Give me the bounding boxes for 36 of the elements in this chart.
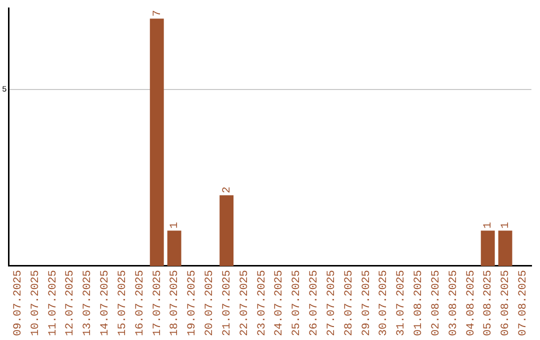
data-label: 2: [221, 186, 234, 194]
data-label: 7: [152, 10, 164, 17]
x-tick-label: 19.07.2025: [186, 270, 199, 336]
x-tick-label: 23.07.2025: [256, 270, 268, 336]
x-tick-label: 16.07.2025: [134, 270, 146, 336]
x-tick-label: 03.08.2025: [448, 270, 460, 336]
x-tick-label: 18.07.2025: [169, 270, 182, 336]
data-label: 1: [169, 222, 182, 229]
x-tick-label: 12.07.2025: [64, 270, 77, 336]
x-tick-label: 28.07.2025: [343, 270, 356, 336]
x-tick-label: 15.07.2025: [116, 270, 129, 336]
x-tick-label: 25.07.2025: [291, 270, 304, 336]
x-tick-label: 31.07.2025: [396, 270, 408, 336]
x-tick-label: 24.07.2025: [274, 270, 286, 336]
x-tick-label: 07.08.2025: [518, 270, 530, 336]
y-tick-label: 5: [2, 85, 7, 94]
x-tick-label: 21.07.2025: [221, 270, 234, 336]
x-tick-label: 09.07.2025: [12, 270, 24, 336]
x-tick-label: 14.07.2025: [100, 270, 112, 336]
x-tick-label: 02.08.2025: [430, 270, 442, 336]
x-tick-label: 06.08.2025: [500, 270, 512, 336]
x-tick-label: 11.07.2025: [47, 270, 60, 336]
x-tick-label: 27.07.2025: [326, 270, 338, 336]
data-label: 1: [500, 222, 512, 229]
x-tick-label: 29.07.2025: [360, 270, 373, 336]
x-tick-label: 30.07.2025: [378, 270, 390, 336]
x-tick-label: 01.08.2025: [413, 270, 426, 336]
x-tick-label: 17.07.2025: [152, 270, 164, 336]
x-tick-label: 05.08.2025: [482, 270, 495, 336]
x-tick-label: 04.08.2025: [465, 270, 478, 336]
x-tick-label: 20.07.2025: [204, 270, 216, 336]
data-label: 1: [482, 222, 495, 229]
x-tick-label: 22.07.2025: [238, 270, 251, 336]
x-tick-label: 13.07.2025: [82, 270, 94, 336]
x-tick-label: 10.07.2025: [30, 270, 42, 336]
x-tick-label: 26.07.2025: [308, 270, 321, 336]
